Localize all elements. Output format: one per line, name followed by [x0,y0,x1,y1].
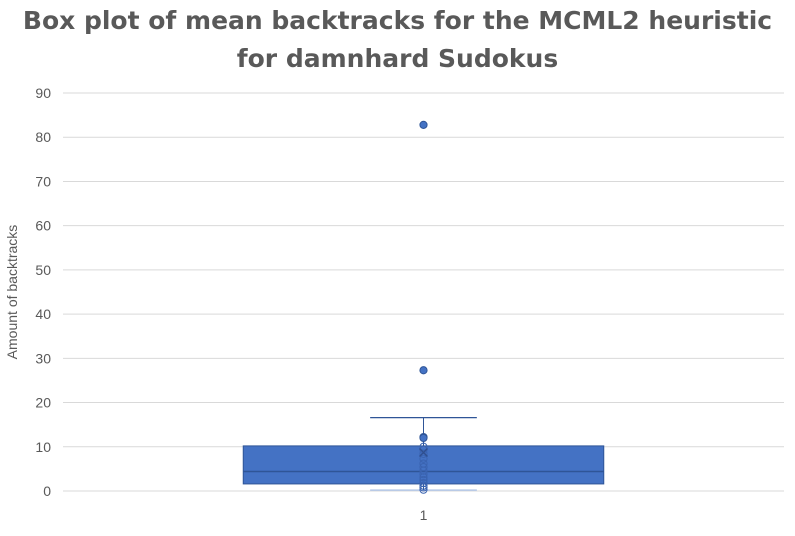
y-tick-label-0: 0 [43,483,51,499]
outlier-point-0 [419,120,428,129]
y-tick-labels: 0 10 20 30 40 50 60 70 80 90 [35,85,51,499]
inner-point-2 [419,481,428,490]
y-tick-label-40: 40 [35,306,51,322]
outlier-point-3 [419,433,428,443]
y-tick-label-70: 70 [35,173,51,189]
y-tick-label-80: 80 [35,129,51,145]
y-tick-label-10: 10 [35,439,51,455]
inner-point-4 [419,475,428,485]
chart-title: Box plot of mean backtracks for the MCML… [22,6,773,73]
inner-point-0 [419,485,428,494]
y-tick-label-50: 50 [35,262,51,278]
y-axis-title: Amount of backtracks [4,225,20,360]
inner-point-13 [419,442,428,451]
y-tick-label-90: 90 [35,85,51,101]
mean-marker [419,448,428,458]
x-tick-labels: 1 [420,507,428,523]
box-group-1 [242,120,605,494]
gridlines [63,92,784,492]
inner-point-9 [419,459,428,468]
outlier-point-1 [419,366,428,375]
inner-point-3 [419,478,428,488]
y-tick-label-30: 30 [35,350,51,366]
y-tick-label-60: 60 [35,218,51,234]
inner-point-5 [419,473,428,482]
box-plot-series [242,120,605,494]
y-tick-label-20: 20 [35,395,51,411]
x-tick-label-1: 1 [420,507,428,523]
inner-point-10 [419,454,428,463]
inner-point-8 [419,463,428,472]
